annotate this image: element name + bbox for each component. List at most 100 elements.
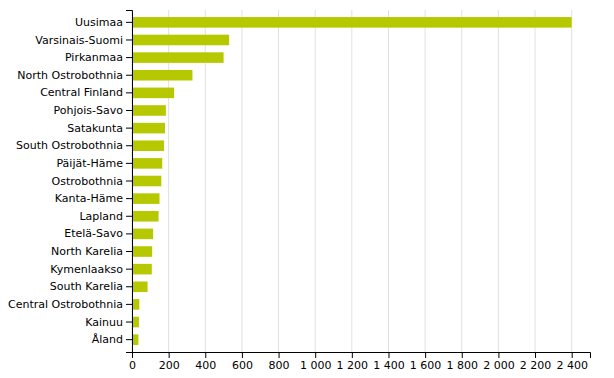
tick-label: 1 000 <box>300 359 332 372</box>
tick: 200 <box>159 352 180 372</box>
bar <box>132 123 165 134</box>
tick-mark <box>126 286 132 287</box>
tick-mark <box>205 352 206 358</box>
bar <box>132 176 161 187</box>
bar <box>132 264 152 275</box>
tick-label: South Karelia <box>50 280 123 293</box>
tick-mark <box>126 110 132 111</box>
tick-label: Åland <box>92 333 123 346</box>
tick-mark <box>388 352 389 358</box>
tick-mark <box>498 352 499 358</box>
bar <box>132 229 153 240</box>
tick-mark <box>126 269 132 270</box>
tick-label: Päijät-Häme <box>56 157 123 170</box>
tick-mark <box>126 128 132 129</box>
tick: 1 800 <box>447 352 479 372</box>
tick: North Ostrobothnia <box>17 69 132 82</box>
axis-line <box>133 353 591 359</box>
tick-mark <box>315 352 316 358</box>
tick: South Ostrobothnia <box>16 139 132 152</box>
tick: Åland <box>92 333 132 346</box>
bar <box>132 317 139 328</box>
chart: 0 200 400 600 800 1 000 1 200 1 400 1 600 1 800 2 … <box>0 0 614 378</box>
tick-mark <box>126 22 132 23</box>
tick-label: 400 <box>195 359 216 372</box>
tick: 2 000 <box>483 352 515 372</box>
tick-label: Varsinais-Suomi <box>35 33 123 46</box>
bar <box>132 105 166 116</box>
tick: 600 <box>232 352 253 372</box>
tick: 1 600 <box>410 352 442 372</box>
tick: Pirkanmaa <box>65 51 132 64</box>
tick-label: South Ostrobothnia <box>16 139 123 152</box>
bar <box>132 281 148 292</box>
tick: Päijät-Häme <box>56 157 132 170</box>
tick-label: Satakunta <box>67 122 123 135</box>
tick-label: Kainuu <box>85 316 123 329</box>
tick-mark <box>169 352 170 358</box>
category-axis: Uusimaa Varsinais-Suomi Pirkanmaa North Ost… <box>8 11 133 353</box>
tick: 0 <box>129 352 136 372</box>
plot: 0 200 400 600 800 1 000 1 200 1 400 1 600 1 800 2 … <box>8 10 591 372</box>
tick-label: 2 000 <box>483 359 515 372</box>
bar <box>132 140 164 151</box>
tick: Pohjois-Savo <box>54 104 132 117</box>
bar <box>132 70 192 81</box>
tick: Uusimaa <box>75 16 132 29</box>
tick: North Karelia <box>51 245 132 258</box>
grid-line <box>278 10 279 352</box>
grid-line <box>571 10 572 352</box>
grid-line <box>388 10 389 352</box>
bar <box>132 193 159 204</box>
tick: Ostrobothnia <box>52 175 132 188</box>
bar <box>132 17 572 28</box>
tick: Kainuu <box>85 316 132 329</box>
tick-mark <box>126 92 132 93</box>
tick-label: 1 600 <box>410 359 442 372</box>
tick-label: North Ostrobothnia <box>17 69 123 82</box>
tick-label: Central Ostrobothnia <box>8 298 123 311</box>
grid-line <box>315 10 316 352</box>
tick: 1 200 <box>337 352 369 372</box>
tick-label: 2 200 <box>520 359 552 372</box>
tick-label: Ostrobothnia <box>52 175 123 188</box>
tick: Lapland <box>79 210 132 223</box>
tick-label: 1 400 <box>373 359 405 372</box>
tick: 1 400 <box>373 352 405 372</box>
tick-mark <box>126 198 132 199</box>
tick-label: Etelä-Savo <box>64 227 123 240</box>
tick-label: North Karelia <box>51 245 123 258</box>
grid-line <box>351 10 352 352</box>
tick-label: Uusimaa <box>75 16 123 29</box>
tick-mark <box>126 181 132 182</box>
tick: Varsinais-Suomi <box>35 33 132 46</box>
tick-mark <box>126 39 132 40</box>
tick: Central Ostrobothnia <box>8 298 132 311</box>
tick-label: Lapland <box>79 210 123 223</box>
value-axis: 0 200 400 600 800 1 000 1 200 1 400 1 600 1 800 2 … <box>129 352 591 372</box>
tick-label: 2 400 <box>556 359 588 372</box>
tick-mark <box>126 75 132 76</box>
bar <box>132 88 174 99</box>
tick: 800 <box>269 352 290 372</box>
tick: 2 400 <box>556 352 588 372</box>
bar <box>132 211 159 222</box>
grid <box>132 10 572 352</box>
tick: 2 200 <box>520 352 552 372</box>
tick-mark <box>462 352 463 358</box>
tick: Etelä-Savo <box>64 227 132 240</box>
bar <box>132 35 229 46</box>
tick-label: Pohjois-Savo <box>54 104 124 117</box>
tick-label: Kanta-Häme <box>55 192 123 205</box>
bar <box>132 246 152 257</box>
tick-label: Central Finland <box>40 86 123 99</box>
tick-mark <box>535 352 536 358</box>
grid-line <box>461 10 462 352</box>
tick-mark <box>126 233 132 234</box>
tick-label: 1 200 <box>337 359 369 372</box>
grid-line <box>425 10 426 352</box>
tick-mark <box>126 163 132 164</box>
tick-mark <box>126 304 132 305</box>
tick-label: 600 <box>232 359 253 372</box>
tick: 400 <box>195 352 216 372</box>
